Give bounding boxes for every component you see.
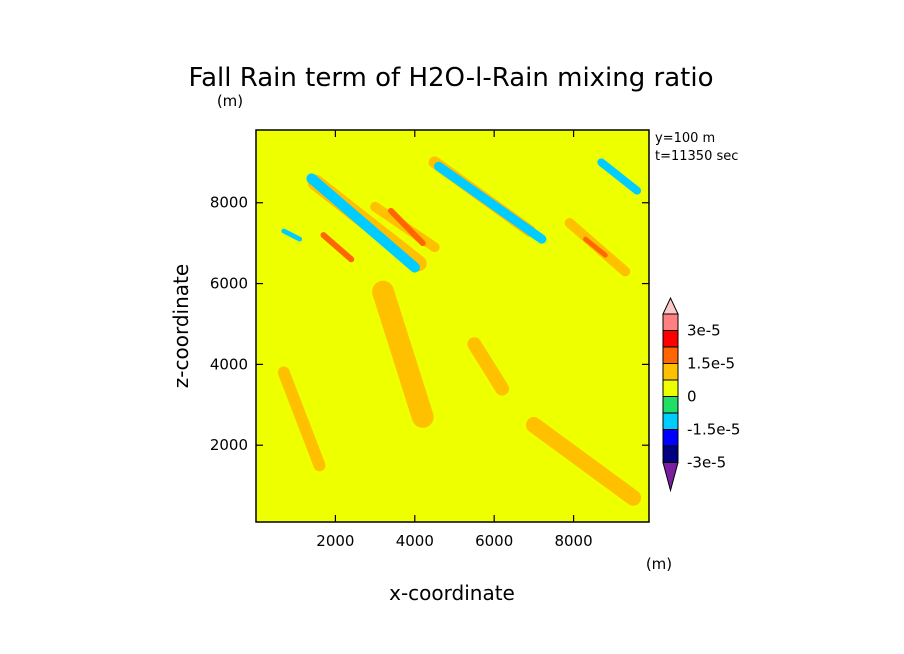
plot-frame [255,129,650,523]
contour-region-8 [277,366,326,472]
x-tick-label: 4000 [396,532,434,550]
colorbar-label: -1.5e-5 [687,421,740,439]
colorbar-label: -3e-5 [687,454,726,472]
colorbar-segment [662,346,679,364]
colorbar-segment [662,396,679,414]
info-y-position: y=100 m [655,131,715,146]
contour-field [256,130,649,522]
title-unit: (m) [217,92,243,110]
colorbar-label: 1.5e-5 [687,355,735,373]
x-tick-label: 8000 [554,532,592,550]
plot-area [255,129,650,523]
colorbar-label: 0 [687,388,697,406]
colorbar-min-triangle [662,462,679,493]
colorbar-segment [662,313,679,331]
info-time: t=11350 sec [655,149,738,164]
contour-region-13 [434,161,547,244]
colorbar-segment [662,330,679,348]
colorbar: 3e-5 1.5e-5 0 -1.5e-5 -3e-5 [662,296,740,493]
colorbar-max-triangle [662,296,679,315]
chart-title: Fall Rain term of H2O-l-Rain mixing rati… [189,63,714,93]
colorbar-segment [662,445,679,463]
contour-region-7 [525,417,642,506]
colorbar-unit: (m) [646,555,672,573]
contour-region-14 [597,158,642,195]
x-tick-label: 6000 [475,532,513,550]
y-tick-label: 4000 [210,355,248,373]
x-axis-label: x-coordinate [389,581,515,605]
y-axis-label: z-coordinate [169,264,193,388]
colorbar-segment [662,363,679,381]
colorbar-segment [662,412,679,430]
colorbar-segment [662,379,679,397]
contour-region-6 [467,337,510,396]
colorbar-segment [662,429,679,447]
y-tick-label: 8000 [210,194,248,212]
contour-region-12 [306,173,420,273]
contour-region-5 [372,280,434,428]
colorbar-label: 3e-5 [687,322,721,340]
y-tick-label: 2000 [210,436,248,454]
y-axis: 2000 4000 6000 8000 [210,194,649,454]
y-tick-label: 6000 [210,275,248,293]
x-tick-label: 2000 [316,532,354,550]
contour-region-11 [583,236,608,258]
contour-region-9 [320,232,355,263]
contour-region-10 [387,207,426,247]
x-axis: 2000 4000 6000 8000 [316,130,593,550]
contour-region-15 [281,228,303,242]
